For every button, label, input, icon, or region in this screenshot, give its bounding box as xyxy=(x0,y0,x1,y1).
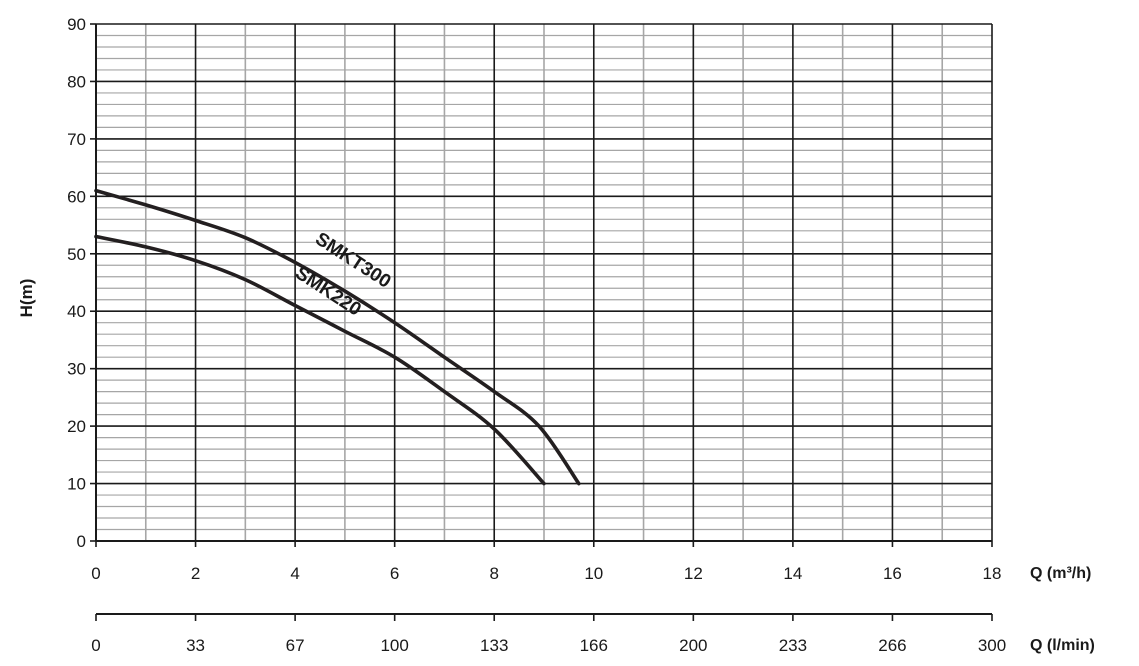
x-secondary-unit-label: Q (l/min) xyxy=(1030,637,1095,654)
x-secondary-tick-label: 33 xyxy=(186,636,205,655)
labels: H(m) Q (m³/h) Q (l/min) 0102030405060708… xyxy=(17,15,1095,655)
x-secondary-tick-label: 166 xyxy=(580,636,608,655)
y-tick-label: 20 xyxy=(67,417,86,436)
x-secondary-tick-label: 0 xyxy=(91,636,100,655)
x-secondary-tick-label: 233 xyxy=(779,636,807,655)
y-tick-label: 80 xyxy=(67,72,86,91)
y-tick-label: 90 xyxy=(67,15,86,34)
x-primary-tick-label: 8 xyxy=(489,564,498,583)
x-primary-unit-label: Q (m³/h) xyxy=(1030,565,1091,582)
x-secondary-tick-label: 266 xyxy=(878,636,906,655)
x-primary-tick-label: 4 xyxy=(290,564,299,583)
x-secondary-tick-label: 100 xyxy=(380,636,408,655)
y-tick-label: 40 xyxy=(67,302,86,321)
y-tick-label: 60 xyxy=(67,187,86,206)
y-tick-label: 10 xyxy=(67,475,86,494)
x-secondary-tick-label: 200 xyxy=(679,636,707,655)
series-line-smkt300 xyxy=(94,188,581,486)
grid xyxy=(96,23,993,541)
x-secondary-tick-label: 300 xyxy=(978,636,1006,655)
x-primary-tick-label: 6 xyxy=(390,564,399,583)
curves xyxy=(94,188,581,486)
x-primary-tick-label: 16 xyxy=(883,564,902,583)
x-primary-tick-label: 18 xyxy=(983,564,1002,583)
y-tick-label: 70 xyxy=(67,130,86,149)
y-axis-title: H(m) xyxy=(17,279,36,318)
x-secondary-tick-label: 67 xyxy=(286,636,305,655)
x-secondary-tick-label: 133 xyxy=(480,636,508,655)
axes xyxy=(90,23,993,621)
x-primary-tick-label: 2 xyxy=(191,564,200,583)
x-primary-tick-label: 10 xyxy=(584,564,603,583)
y-tick-label: 30 xyxy=(67,360,86,379)
x-primary-tick-label: 12 xyxy=(684,564,703,583)
series-line-smk220 xyxy=(94,234,546,486)
x-primary-tick-label: 0 xyxy=(91,564,100,583)
y-tick-label: 50 xyxy=(67,245,86,264)
y-tick-label: 0 xyxy=(77,532,86,551)
x-primary-tick-label: 14 xyxy=(783,564,802,583)
